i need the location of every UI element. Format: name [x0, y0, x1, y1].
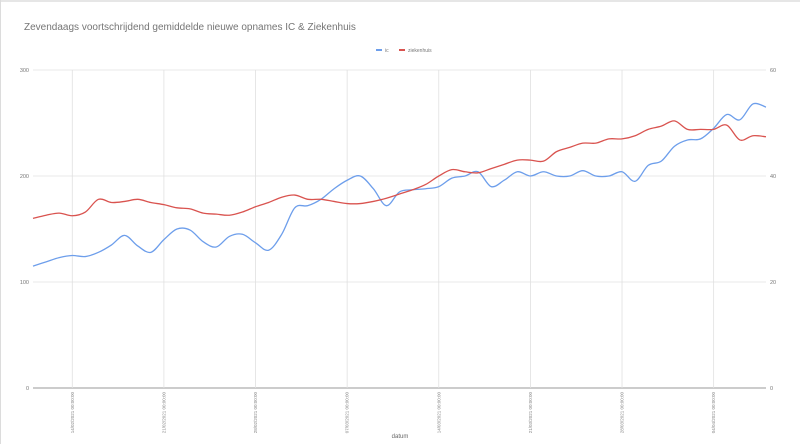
- legend-label-ic: ic: [385, 48, 389, 54]
- y-right-tick-label: 60: [770, 68, 776, 74]
- legend-label-ziekenhuis: ziekenhuis: [408, 48, 432, 54]
- x-tick-label: 14/03/2021 00:00:00: [436, 392, 441, 434]
- gridlines: [33, 69, 766, 389]
- x-axis-label: datum: [392, 434, 409, 440]
- series-line-ziekenhuis: [32, 120, 767, 220]
- y-right-tick-label: 0: [770, 386, 773, 392]
- y-left-tick-label: 300: [20, 68, 29, 74]
- x-tick-label: 28/03/2021 00:00:00: [620, 392, 625, 434]
- y-left-tick-label: 100: [20, 280, 29, 286]
- left-border: [0, 0, 1, 444]
- x-tick-label: 14/02/2021 00:00:00: [70, 392, 75, 434]
- x-tick-label: 07/03/2021 00:00:00: [345, 392, 350, 434]
- series-lines: [32, 102, 767, 267]
- y-right-tick-label: 20: [770, 280, 776, 286]
- x-tick-label: 04/04/2021 00:00:00: [711, 392, 716, 434]
- series-line-ic: [32, 102, 767, 267]
- y-right-tick-label: 40: [770, 174, 776, 180]
- axes: 0 100 200 300 0 20 40 60 14/02/2021 00:00:00 21/0…: [20, 68, 776, 433]
- legend: ic ziekenhuis: [376, 48, 432, 54]
- top-border: [0, 0, 800, 2]
- y-left-tick-label: 200: [20, 174, 29, 180]
- chart-title: Zevendaags voortschrijdend gemiddelde ni…: [24, 22, 356, 33]
- x-tick-label: 28/02/2021 00:00:00: [253, 392, 258, 434]
- x-tick-label: 21/02/2021 00:00:00: [161, 392, 166, 434]
- x-tick-label: 21/03/2021 00:00:00: [528, 392, 533, 434]
- y-left-tick-label: 0: [26, 386, 29, 392]
